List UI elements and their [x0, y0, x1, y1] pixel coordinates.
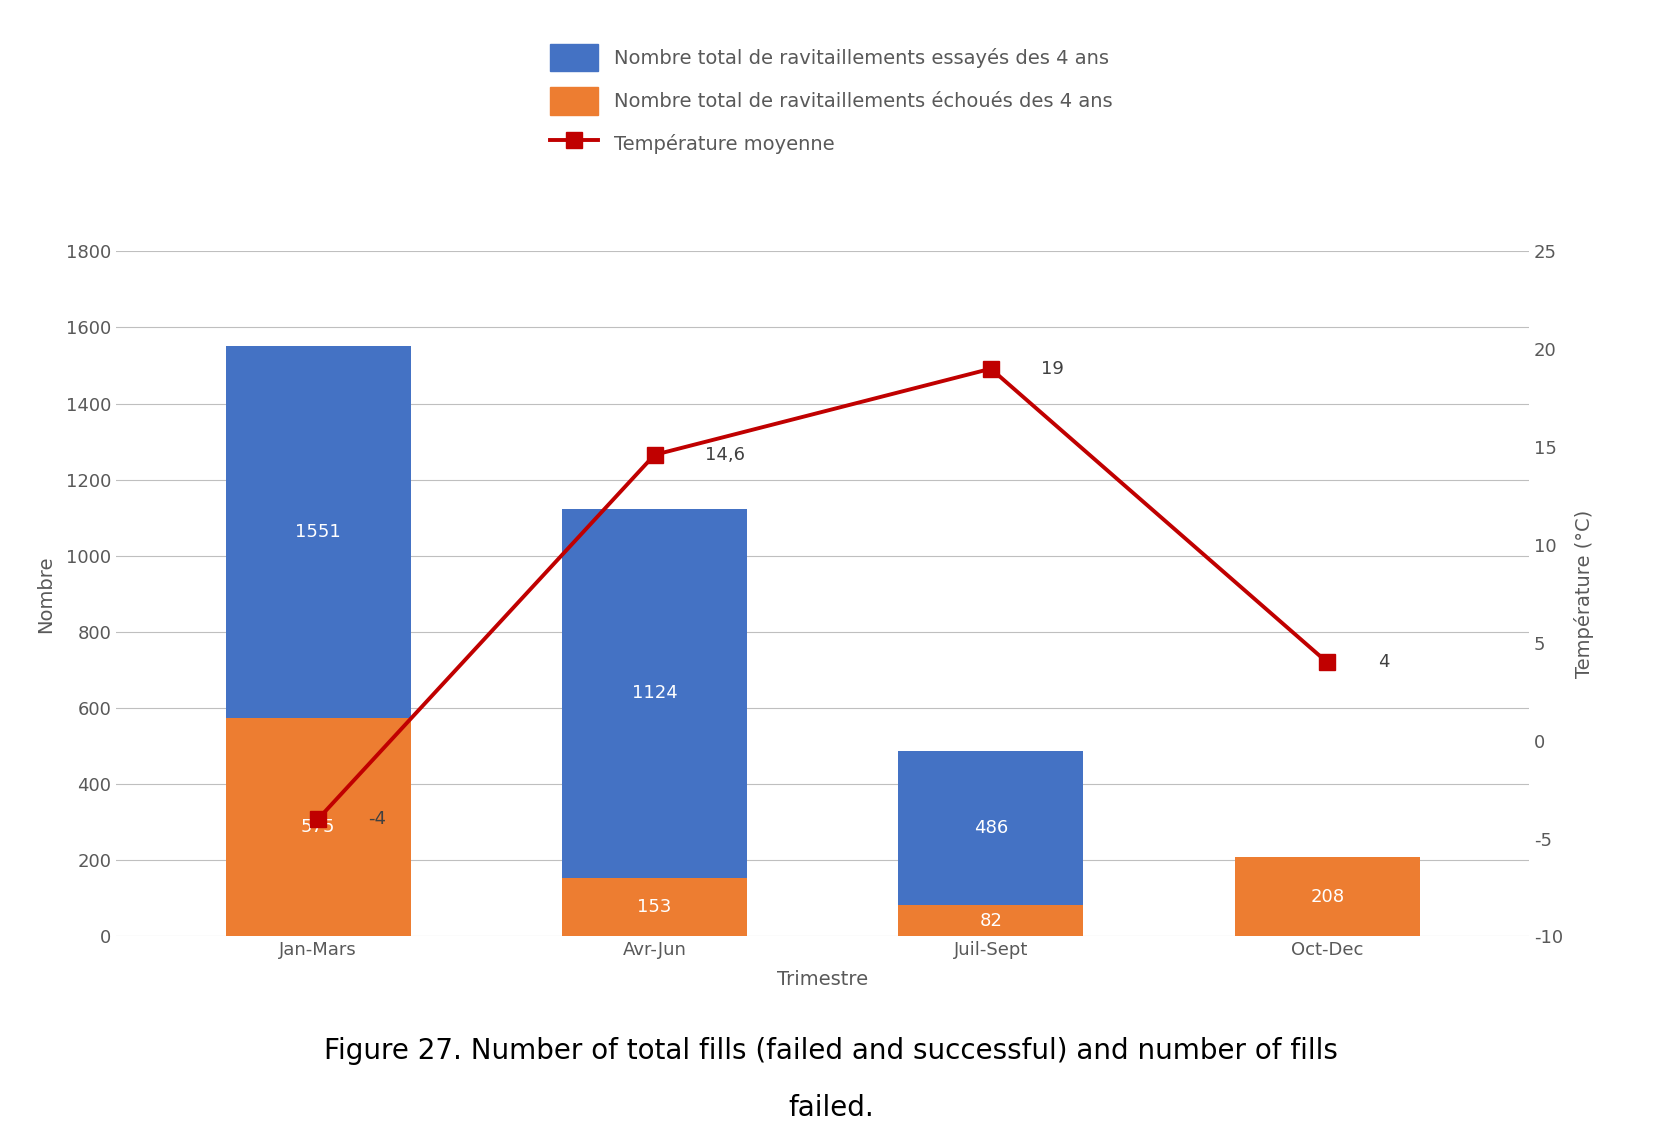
Y-axis label: Température (°C): Température (°C) [1574, 509, 1594, 678]
Text: 153: 153 [637, 899, 671, 916]
Bar [1235, 858, 1419, 936]
Bar [226, 717, 411, 936]
Bar [226, 346, 411, 717]
Text: failed.: failed. [788, 1094, 874, 1121]
Legend: Nombre total de ravitaillements essayés des 4 ans, Nombre total de ravitaillemen: Nombre total de ravitaillements essayés … [550, 45, 1112, 158]
Text: 575: 575 [301, 818, 336, 836]
Bar [899, 906, 1084, 936]
Bar [562, 878, 746, 936]
Bar [899, 751, 1084, 906]
Text: 19: 19 [1042, 360, 1064, 378]
Text: 486: 486 [974, 819, 1007, 837]
Y-axis label: Nombre: Nombre [37, 555, 55, 633]
Text: Figure 27. Number of total fills (failed and successful) and number of fills: Figure 27. Number of total fills (failed… [324, 1037, 1338, 1064]
Text: 1124: 1124 [632, 684, 678, 702]
Bar [562, 508, 746, 878]
Text: 1551: 1551 [296, 523, 341, 541]
Text: 4: 4 [1378, 653, 1389, 671]
Text: -4: -4 [369, 810, 387, 828]
Text: 14,6: 14,6 [705, 445, 745, 464]
X-axis label: Trimestre: Trimestre [778, 971, 868, 989]
Text: 82: 82 [979, 911, 1002, 930]
Text: 208: 208 [1310, 887, 1345, 906]
